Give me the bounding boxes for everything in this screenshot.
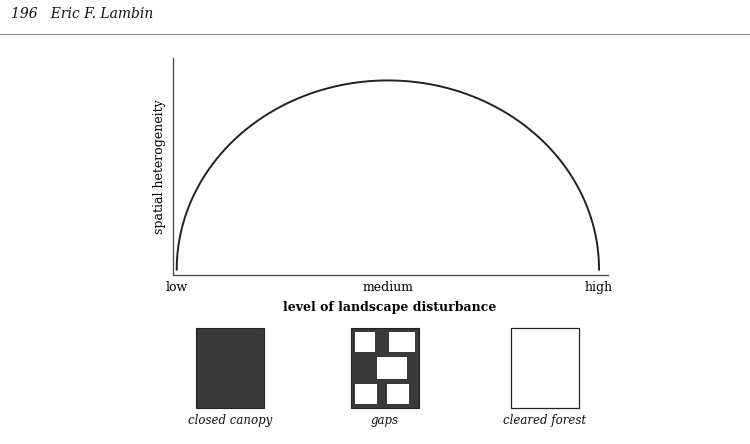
Bar xyxy=(511,328,579,408)
Bar xyxy=(389,332,415,352)
Bar xyxy=(377,357,407,379)
Bar xyxy=(355,332,375,352)
Y-axis label: spatial heterogeneity: spatial heterogeneity xyxy=(152,99,166,234)
Text: closed canopy: closed canopy xyxy=(188,414,272,427)
Bar xyxy=(355,384,377,404)
Bar xyxy=(387,384,409,404)
Bar xyxy=(196,328,264,408)
X-axis label: level of landscape disturbance: level of landscape disturbance xyxy=(284,301,496,314)
Text: 196   Eric F. Lambin: 196 Eric F. Lambin xyxy=(11,7,154,21)
Bar xyxy=(351,328,419,408)
Text: gaps: gaps xyxy=(371,414,399,427)
Text: cleared forest: cleared forest xyxy=(503,414,586,427)
